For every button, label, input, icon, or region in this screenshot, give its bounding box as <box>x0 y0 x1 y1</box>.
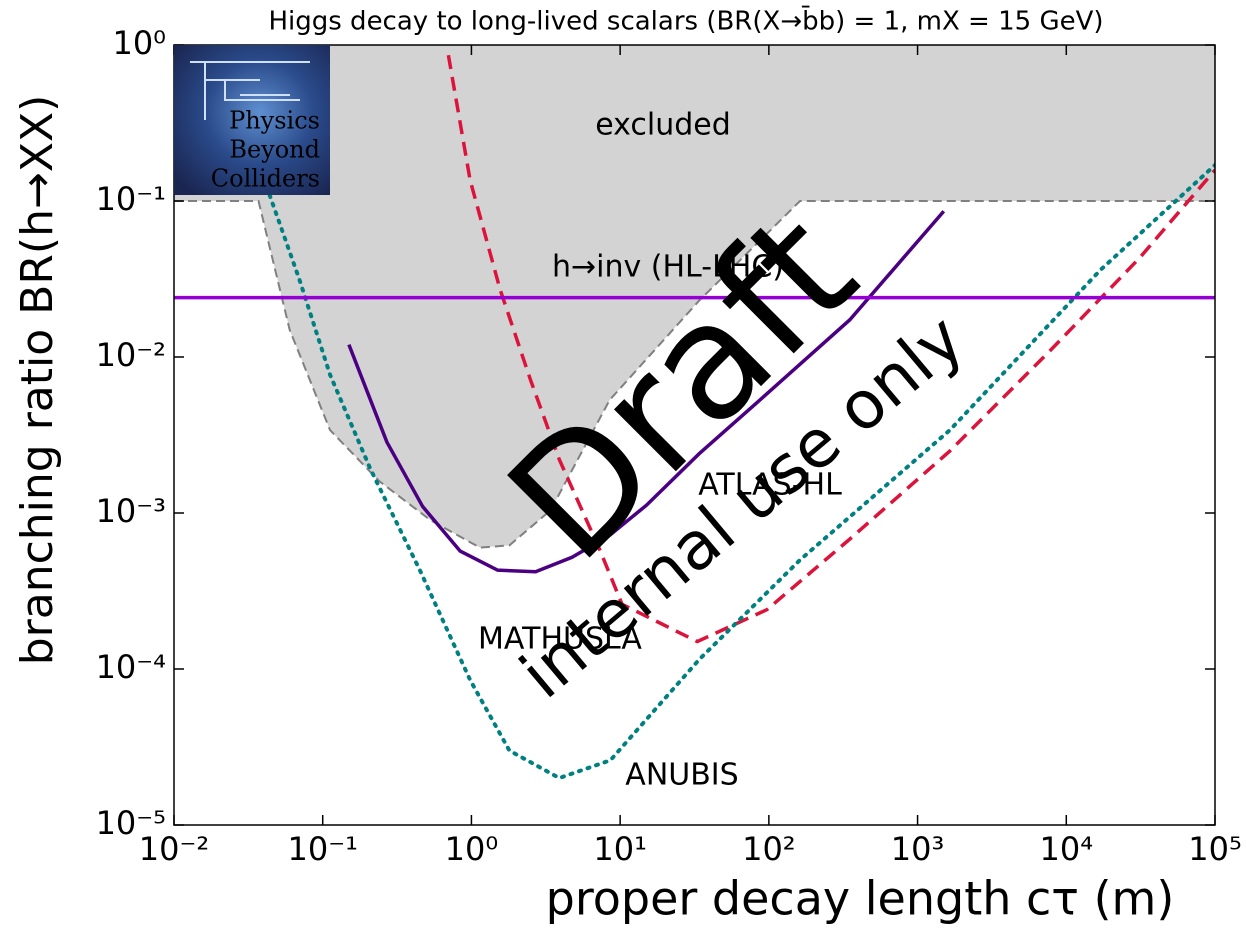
y-tick-label: 10⁻⁴ <box>96 648 166 686</box>
x-tick-label: 10⁰ <box>445 830 499 868</box>
page: Higgs decay to long-lived scalars (BR(X→… <box>0 0 1246 928</box>
x-axis-label: proper decay length cτ (m) <box>546 872 1175 926</box>
logo-text: Colliders <box>211 165 320 193</box>
logo-text: Beyond <box>229 136 320 164</box>
y-tick-label: 10⁻² <box>96 336 166 374</box>
series-label: ANUBIS <box>625 758 738 793</box>
x-tick-label: 10⁻¹ <box>287 830 357 868</box>
y-tick-label: 10⁻⁵ <box>96 804 166 842</box>
chart: Higgs decay to long-lived scalars (BR(X→… <box>0 0 1246 928</box>
chart-title: Higgs decay to long-lived scalars (BR(X→… <box>268 5 1103 37</box>
x-tick-label: 10² <box>742 830 796 868</box>
x-tick-label: 10¹ <box>593 830 647 868</box>
y-tick-label: 10⁻¹ <box>96 180 166 218</box>
x-tick-label: 10⁴ <box>1040 830 1094 868</box>
x-tick-label: 10³ <box>891 830 945 868</box>
x-tick-label: 10⁵ <box>1188 830 1242 868</box>
y-tick-label: 10⁻³ <box>96 492 166 530</box>
region-label: excluded <box>595 108 731 143</box>
logo-text: Physics <box>229 107 320 135</box>
y-axis-label: branching ratio BR(h→XX) <box>12 95 63 666</box>
y-tick-label: 10⁰ <box>112 24 166 62</box>
